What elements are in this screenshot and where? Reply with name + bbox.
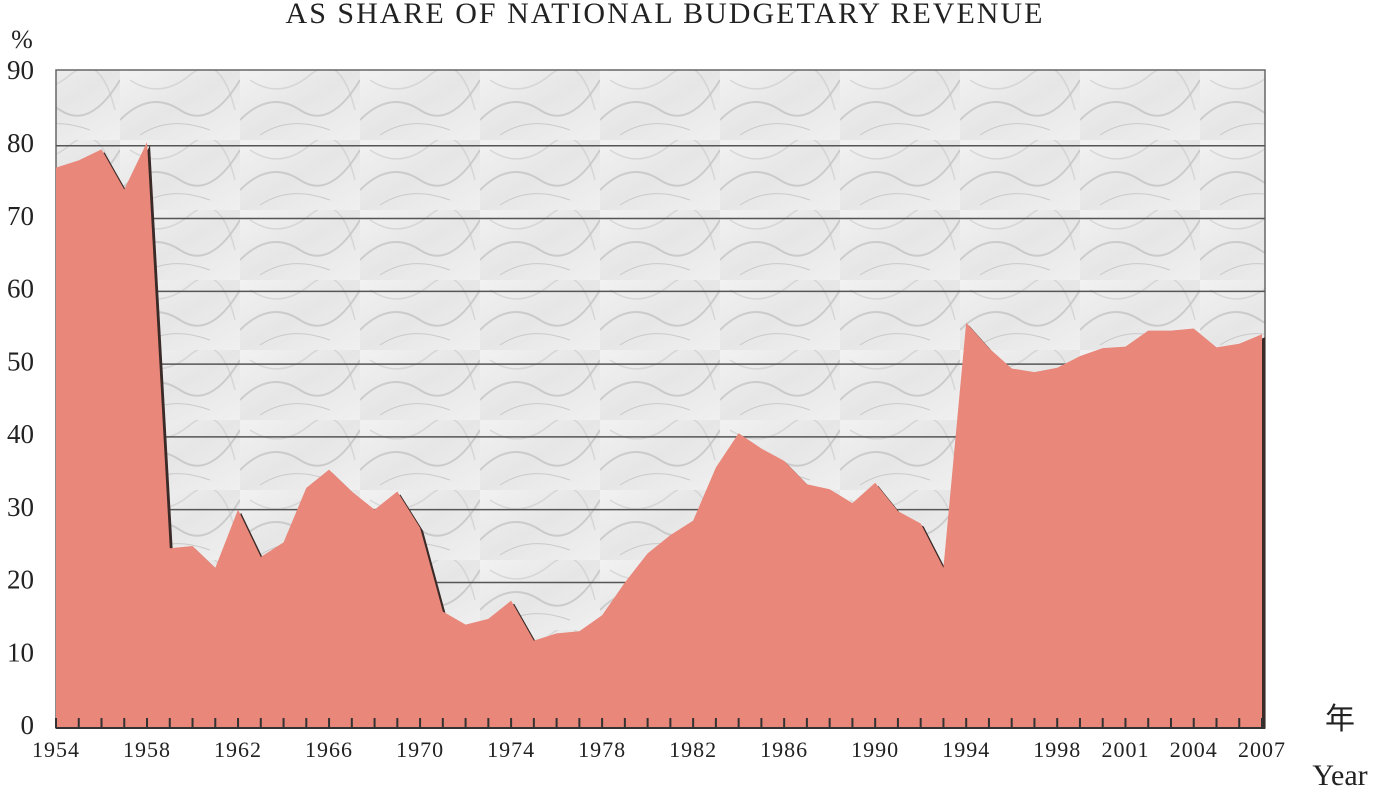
x-tick-label: 2004 [1170, 737, 1218, 762]
x-tick-label: 1966 [305, 737, 353, 762]
x-tick-label: 1978 [578, 737, 626, 762]
x-tick-label: 2001 [1101, 737, 1149, 762]
x-axis-label-en: Year [1312, 759, 1367, 792]
x-tick-label: 1954 [32, 737, 80, 762]
x-tick-label: 1994 [942, 737, 990, 762]
x-axis-label: 年 [1325, 703, 1355, 736]
x-tick-label: 1974 [487, 737, 535, 762]
x-tick-label: 1958 [123, 737, 171, 762]
y-tick-label: 20 [7, 565, 34, 595]
y-tick-label: 70 [7, 201, 34, 231]
chart-title: AS SHARE OF NATIONAL BUDGETARY REVENUE [286, 0, 1045, 30]
x-tick-label: 1982 [669, 737, 717, 762]
y-tick-label: 40 [7, 419, 34, 449]
y-tick-label: 50 [7, 346, 34, 376]
y-tick-label: 80 [7, 128, 34, 158]
y-tick-label: 10 [7, 637, 34, 667]
y-tick-label: 30 [7, 492, 34, 522]
x-tick-label: 1986 [760, 737, 808, 762]
x-tick-label: 1998 [1033, 737, 1081, 762]
x-tick-label: 1962 [214, 737, 262, 762]
y-tick-label: 0 [21, 710, 35, 740]
y-axis-label: % [11, 25, 33, 54]
x-tick-label: 1970 [396, 737, 444, 762]
y-tick-label: 60 [7, 274, 34, 304]
x-tick-label: 2007 [1238, 737, 1286, 762]
x-tick-label: 1990 [851, 737, 899, 762]
y-tick-label: 90 [7, 55, 34, 85]
area [56, 142, 1262, 728]
